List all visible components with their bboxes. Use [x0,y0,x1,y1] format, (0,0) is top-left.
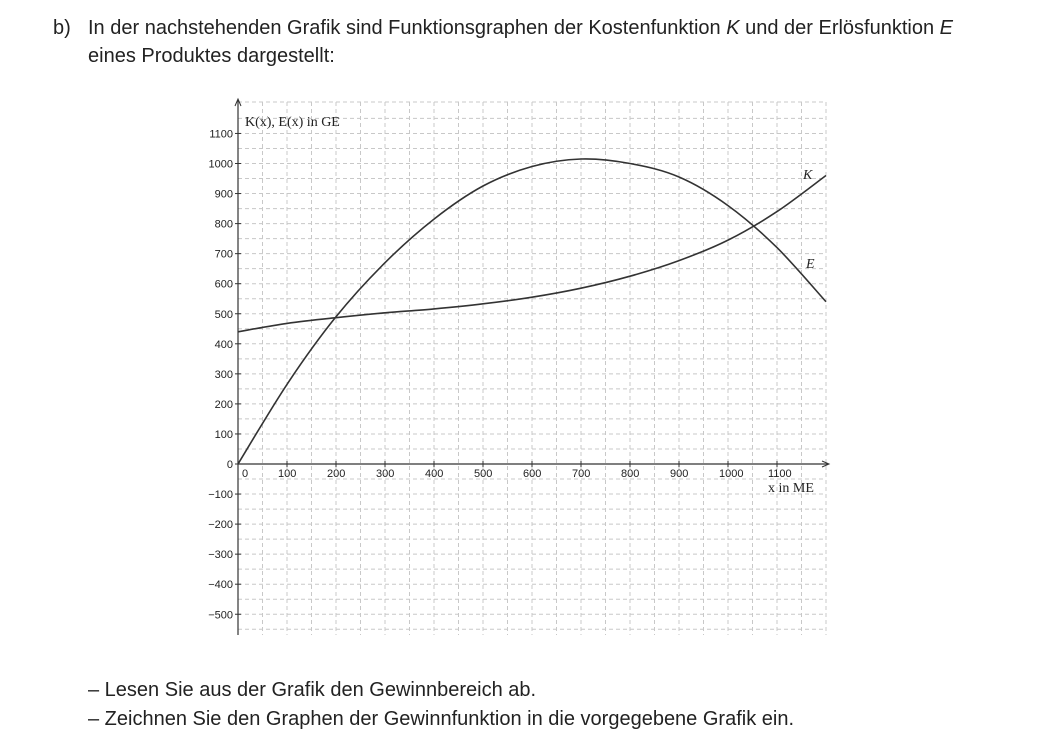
y-tick-label: 1000 [209,159,233,171]
x-tick-label: 200 [327,468,345,480]
axes [234,97,831,635]
task-label: b) [53,17,71,39]
y-tick-label: 0 [227,459,233,471]
y-tick-label: 600 [215,279,233,291]
y-tick-label: 400 [215,339,233,351]
series-lines: KE [237,158,827,465]
series-line-e [237,158,827,465]
y-tick-label: 500 [215,309,233,321]
x-tick-label: 800 [621,468,639,480]
series-label-k: K [802,168,813,183]
intro-text-1: In der nachstehenden Grafik sind Funktio… [88,17,727,39]
x-tick-label: 1100 [768,468,792,480]
intro-k-symbol: K [726,17,740,39]
intro-text-3: eines Produktes dargestellt: [88,45,335,67]
y-axis-arrow [234,97,242,107]
intro-text-2: und der Erlös­funktion [739,17,940,39]
task-bullets: – Lesen Sie aus der Grafik den Gewinnber… [88,676,794,734]
x-tick-label: 300 [376,468,394,480]
cost-revenue-chart: 0 100 200 300 400 500 600 700 800 900 1000 1100−500… [208,97,831,635]
grid [238,101,827,635]
y-tick-label: 200 [215,399,233,411]
y-tick-label: 800 [215,219,233,231]
y-tick-label: −300 [208,549,233,561]
y-tick-label: −100 [208,489,233,501]
y-tick-label: 300 [215,369,233,381]
x-tick-label: 500 [474,468,492,480]
y-axis-label: K(x), E(x) in GE [245,115,340,130]
y-tick-label: 700 [215,249,233,261]
series-label-e: E [805,257,815,272]
y-tick-label: 1100 [209,128,233,140]
y-tick-label: 900 [215,189,233,201]
x-tick-label: 100 [278,468,296,480]
y-tick-label: −400 [208,579,233,591]
bullet-item-2: – Zeichnen Sie den Graphen der Gewinnfun… [88,708,795,730]
task-intro: In der nachstehenden Grafik sind Funktio… [88,14,988,70]
x-tick-label: 1000 [719,468,743,480]
tick-labels: 0 100 200 300 400 500 600 700 800 900 1000 1100−500… [208,128,791,621]
x-tick-label: 400 [425,468,443,480]
y-tick-label: −500 [208,609,233,621]
x-tick-label: 700 [572,468,590,480]
x-tick-label: 600 [523,468,541,480]
bullet-item-1: – Lesen Sie aus der Grafik den Gewinnber… [88,679,537,701]
x-tick-label: 900 [670,468,688,480]
intro-e-symbol: E [939,17,953,39]
x-axis-arrow [821,460,831,468]
chart-labels: K(x), E(x) in GE x in ME [245,115,814,496]
x-axis-label: x in ME [768,481,814,496]
x-tick-label: 0 [242,468,248,480]
y-tick-label: −200 [208,519,233,531]
y-tick-label: 100 [215,429,233,441]
